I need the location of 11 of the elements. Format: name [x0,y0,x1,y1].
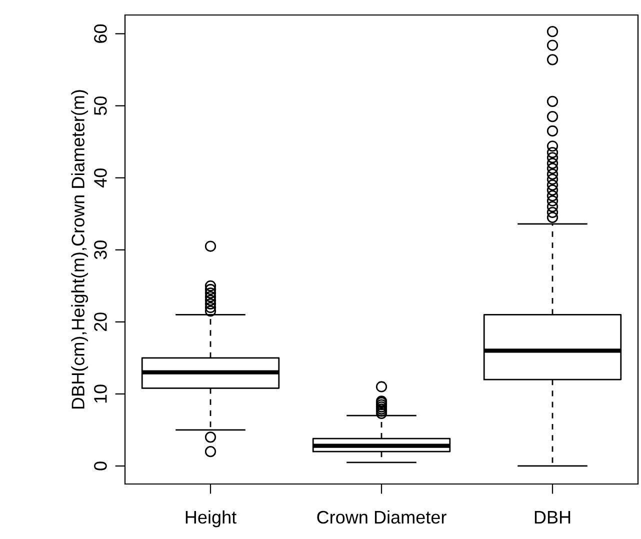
x-tick-label: Crown Diameter [317,510,446,524]
y-tick-label: 50 [94,96,107,116]
x-tick-label: Height [186,510,236,528]
y-tick-label: 40 [94,168,107,188]
x-tick-label: DBH [534,511,570,524]
y-tick-label: 60 [94,24,107,43]
y-tick-label: 0 [94,462,107,470]
y-tick-label: 10 [94,384,107,403]
y-axis-title: DBH(cm),Height(m),Crown Diameter(m) [71,90,88,409]
y-tick-label: 30 [94,240,107,260]
y-tick-label: 20 [94,312,107,332]
